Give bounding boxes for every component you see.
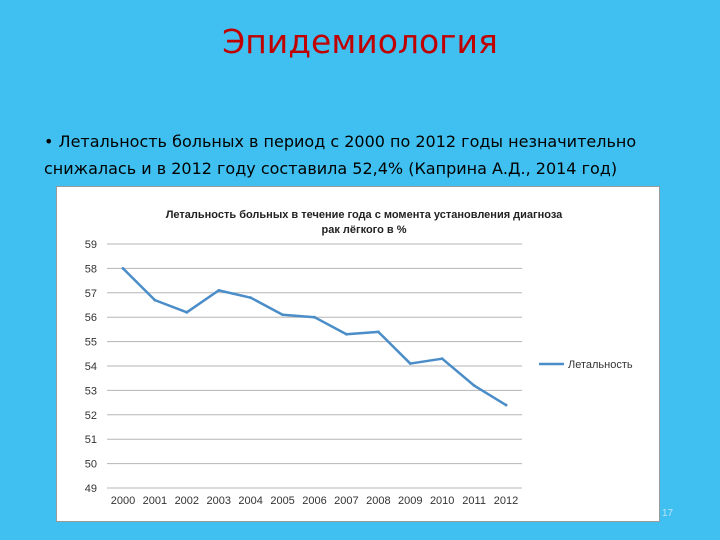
x-tick-label: 2010 [430, 495, 454, 507]
data-point [313, 315, 316, 319]
y-tick-label: 55 [85, 337, 97, 349]
y-tick-label: 53 [85, 385, 97, 397]
data-point [217, 288, 221, 292]
y-tick-label: 50 [85, 459, 97, 471]
x-tick-label: 2003 [206, 495, 230, 507]
data-point [440, 357, 444, 361]
y-tick-label: 58 [85, 263, 97, 275]
data-point [153, 298, 157, 302]
data-point [376, 330, 380, 334]
y-tick-label: 51 [85, 434, 97, 446]
chart-frame: Летальность больных в течение года с мом… [56, 186, 660, 522]
x-tick-label: 2005 [270, 495, 294, 507]
data-point [281, 313, 284, 317]
chart-title-line: Летальность больных в течение года с мом… [166, 209, 563, 221]
y-tick-label: 59 [85, 239, 97, 251]
x-tick-label: 2009 [398, 495, 422, 507]
y-tick-label: 49 [85, 483, 97, 495]
y-tick-label: 56 [85, 312, 97, 324]
data-point [345, 332, 348, 336]
x-tick-label: 2000 [111, 495, 135, 507]
x-tick-label: 2008 [366, 495, 390, 507]
line-chart: Летальность больных в течение года с мом… [85, 209, 633, 507]
slide-title: Эпидемиология [222, 22, 498, 61]
x-tick-label: 2002 [175, 495, 199, 507]
page-number: 17 [662, 508, 674, 519]
y-tick-label: 57 [85, 288, 97, 300]
y-tick-label: 54 [85, 361, 97, 373]
legend-label: Летальность [568, 359, 633, 371]
data-point [121, 267, 125, 270]
data-point [249, 296, 253, 300]
data-point [408, 362, 412, 365]
data-point [504, 403, 508, 407]
x-tick-label: 2001 [143, 495, 167, 507]
y-tick-label: 52 [85, 410, 97, 422]
chart-title-line: рак лёгкого в % [322, 224, 407, 236]
series-line [121, 267, 508, 407]
data-point [472, 384, 476, 387]
bullet-marker: • [44, 132, 59, 151]
x-tick-label: 2007 [334, 495, 358, 507]
bullet-content: Летальность больных в период с 2000 по 2… [44, 132, 637, 178]
x-tick-label: 2012 [494, 495, 518, 507]
data-point [185, 310, 189, 314]
x-tick-label: 2011 [462, 495, 486, 507]
x-tick-label: 2004 [238, 495, 262, 507]
x-tick-label: 2006 [302, 495, 326, 507]
bullet-text: • Летальность больных в период с 2000 по… [44, 128, 684, 182]
